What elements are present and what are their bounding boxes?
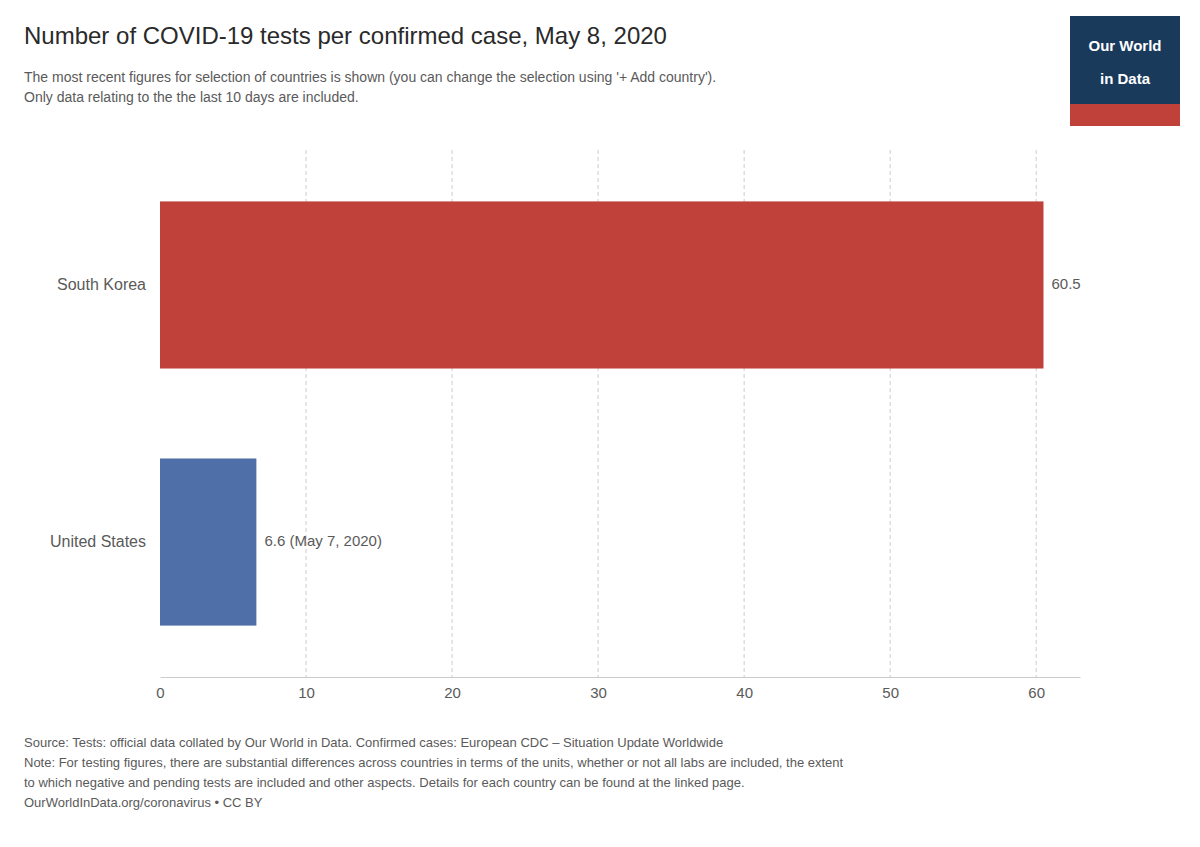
x-tick-label: 50: [882, 684, 899, 701]
bar: [160, 458, 256, 625]
x-tick-label: 40: [736, 684, 753, 701]
x-tick-label: 20: [444, 684, 461, 701]
source: to which negative and pending tests are …: [24, 775, 745, 790]
x-tick: 60: [1028, 677, 1045, 701]
x-tick: 50: [882, 677, 899, 701]
x-tick: 20: [444, 677, 461, 701]
x-tick-label: 0: [156, 684, 164, 701]
y-tick: United States: [50, 533, 160, 550]
data-label: 6.6 (May 7, 2020): [264, 532, 382, 549]
data-label: 60.5: [1051, 275, 1080, 292]
logo-text: Our World: [1088, 37, 1161, 54]
logo-background: [1070, 16, 1180, 126]
subtitle: The most recent figures for selection of…: [24, 69, 716, 85]
y-axis: South Korea United States: [50, 276, 160, 550]
x-tick: 40: [736, 677, 753, 701]
source: OurWorldInData.org/coronavirus • CC BY: [24, 795, 263, 810]
title: Number of COVID-19 tests per confirmed c…: [24, 22, 667, 49]
x-axis-line: [161, 677, 1081, 678]
subtitle: Only data relating to the the last 10 da…: [24, 89, 359, 105]
x-tick-label: 60: [1028, 684, 1045, 701]
plot: 60.5 6.6 (May 7, 2020) 0 10 20 30 40 50 60 South …: [50, 150, 1081, 701]
source: Note: For testing figures, there are sub…: [24, 755, 844, 770]
logo-text: in Data: [1100, 70, 1151, 87]
logo-stripe: [1070, 104, 1180, 126]
data-labels: 60.5 6.6 (May 7, 2020): [264, 275, 1080, 549]
source: Source: Tests: official data collated by…: [24, 735, 723, 750]
x-axis: 0 10 20 30 40 50 60: [156, 677, 1080, 701]
x-tick: 30: [590, 677, 607, 701]
chart: Number of COVID-19 tests per confirmed c…: [0, 0, 1200, 847]
y-tick-label: United States: [50, 533, 146, 550]
x-tick: 0: [156, 677, 164, 701]
y-tick-label: South Korea: [57, 276, 146, 293]
bars: [160, 201, 1043, 625]
logo: Our World in Data: [1070, 16, 1180, 126]
x-tick-label: 30: [590, 684, 607, 701]
y-tick: South Korea: [57, 276, 160, 293]
bar: [160, 201, 1043, 368]
x-tick-label: 10: [298, 684, 315, 701]
x-tick: 10: [298, 677, 315, 701]
